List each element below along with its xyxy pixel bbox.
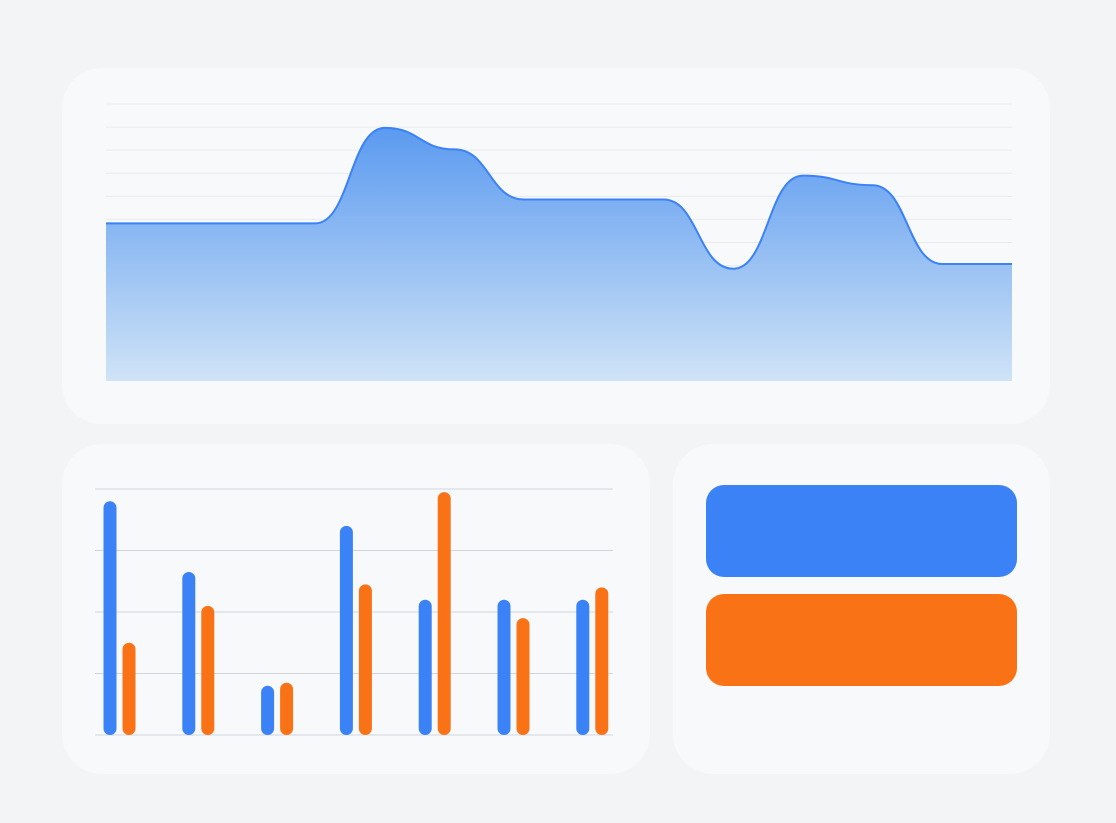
bar-orange (358, 584, 372, 735)
bar-blue (339, 525, 353, 735)
bar-orange (280, 682, 294, 735)
bar-grid (95, 488, 613, 736)
legend-card (673, 444, 1050, 774)
bar-blue (182, 572, 196, 735)
bar-blue (576, 599, 590, 735)
bar-blue (103, 501, 117, 735)
area-chart-card (62, 68, 1050, 424)
area-chart (106, 103, 1012, 382)
bar-marks (103, 492, 609, 735)
area-series-line (106, 126, 1012, 270)
bar-chart (95, 488, 613, 736)
bar-orange (201, 605, 215, 735)
area-series-fill (106, 127, 1012, 382)
bar-blue (418, 599, 432, 735)
bar-blue (497, 599, 511, 735)
legend-swatch-blue (706, 485, 1017, 577)
bar-orange (595, 587, 609, 735)
bar-chart-card (62, 444, 650, 774)
legend-swatch-orange (706, 594, 1017, 686)
bar-orange (437, 492, 451, 735)
bar-orange (516, 618, 530, 735)
bar-blue (261, 685, 275, 735)
bar-orange (122, 642, 136, 735)
